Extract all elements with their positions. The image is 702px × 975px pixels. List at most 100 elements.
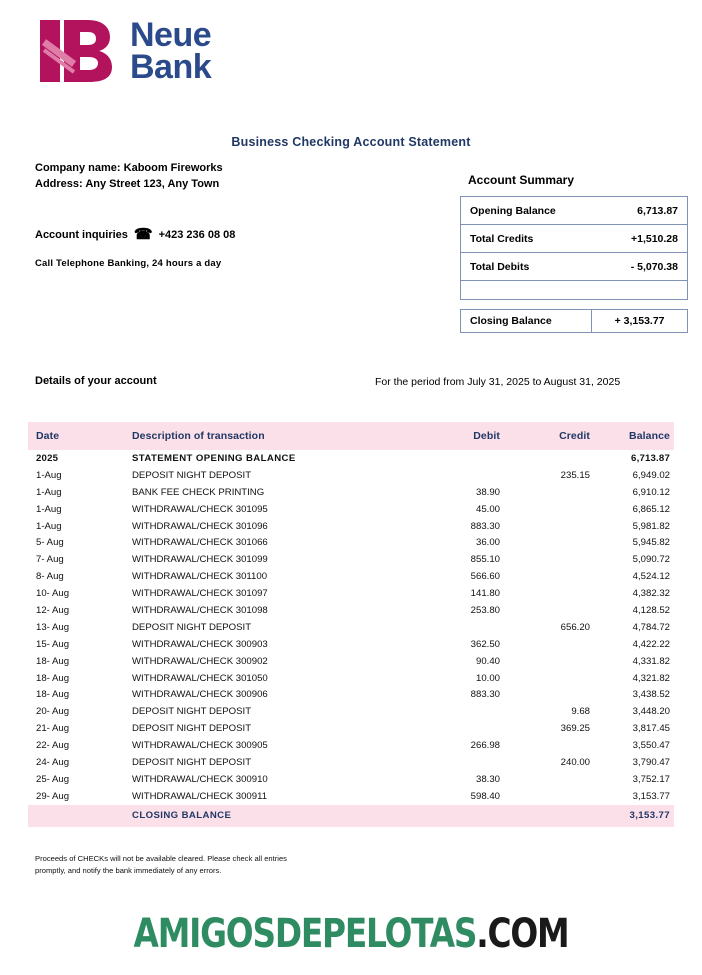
table-header-row: Date Description of transaction Debit Cr… (28, 422, 674, 450)
cell-balance: 4,784.72 (632, 621, 670, 633)
cell-date: 20- Aug (36, 706, 70, 718)
telephone-banking-note: Call Telephone Banking, 24 hours a day (35, 258, 222, 269)
watermark-name: AMIGOSDEPELOTAS (133, 911, 478, 957)
cell-date (28, 804, 128, 827)
cell-debit (394, 720, 504, 737)
cell-credit (504, 484, 594, 501)
cell-date: 13- Aug (36, 621, 70, 633)
closing-balance-row: CLOSING BALANCE 3,153.77 (28, 804, 674, 827)
cell-debit (394, 619, 504, 636)
cell-credit (504, 788, 594, 805)
summary-row-opening-balance: Opening Balance 6,713.87 (461, 197, 687, 225)
watermark-tld: .COM (476, 911, 569, 957)
cell-date: 1-Aug (36, 520, 62, 532)
cell-debit (394, 804, 504, 827)
table-row: 13- Aug DEPOSIT NIGHT DEPOSIT 656.20 4,784.… (28, 619, 674, 636)
cell-description: WITHDRAWAL/CHECK 301100 (132, 571, 268, 583)
address-line: Address: Any Street 123, Any Town (35, 177, 220, 190)
footer-disclaimer: Proceeds of CHECKs will not be available… (35, 854, 287, 875)
cell-date: 22- Aug (36, 740, 70, 752)
cell-date: 24- Aug (36, 756, 70, 768)
cell-balance: 3,790.47 (632, 756, 670, 768)
cell-debit: 883.30 (470, 689, 500, 701)
table-row: 24- Aug DEPOSIT NIGHT DEPOSIT 240.00 3,790.… (28, 754, 674, 771)
table-row: 12- Aug WITHDRAWAL/CHECK 301098 253.80 4,12… (28, 602, 674, 619)
cell-balance: 4,382.32 (632, 588, 670, 600)
cell-description: WITHDRAWAL/CHECK 301095 (132, 503, 268, 515)
cell-debit: 36.00 (475, 537, 500, 549)
cell-balance: 4,524.12 (632, 571, 670, 583)
table-row: 18- Aug WITHDRAWAL/CHECK 301050 10.00 4,321… (28, 670, 674, 687)
cell-credit: 9.68 (571, 706, 590, 718)
table-row: 5- Aug WITHDRAWAL/CHECK 301066 36.00 5,945.… (28, 534, 674, 551)
cell-date: 15- Aug (36, 638, 70, 650)
summary-row-total-debits: Total Debits - 5,070.38 (461, 253, 687, 281)
cell-date: 21- Aug (36, 723, 70, 735)
cell-date: 1-Aug (36, 486, 62, 498)
column-header-credit: Credit (504, 422, 594, 450)
closing-balance-label: Closing Balance (461, 310, 593, 332)
summary-value: 6,713.87 (637, 204, 678, 217)
table-row: 29- Aug WITHDRAWAL/CHECK 300911 598.40 3,15… (28, 788, 674, 805)
cell-debit: 266.98 (470, 740, 500, 752)
cell-description: WITHDRAWAL/CHECK 300902 (132, 655, 268, 667)
statement-period: For the period from July 31, 2025 to Aug… (375, 376, 621, 388)
cell-credit (504, 602, 594, 619)
table-row: 1-Aug WITHDRAWAL/CHECK 301096 883.30 5,981.… (28, 518, 674, 535)
cell-date: 18- Aug (36, 655, 70, 667)
account-holder-info: Company name: Kaboom Fireworks Address: … (35, 161, 223, 192)
cell-debit: 38.30 (475, 773, 500, 785)
closing-balance-box: Closing Balance + 3,153.77 (460, 309, 688, 333)
table-row: 25- Aug WITHDRAWAL/CHECK 300910 38.30 3,752… (28, 771, 674, 788)
site-watermark: AMIGOSDEPELOTAS.COM (63, 911, 639, 957)
cell-balance: 5,981.82 (632, 520, 670, 532)
cell-credit (504, 771, 594, 788)
cell-balance: 6,949.02 (632, 469, 670, 481)
table-row: 8- Aug WITHDRAWAL/CHECK 301100 566.60 4,524… (28, 568, 674, 585)
bank-logo-mark (40, 20, 112, 82)
cell-debit: 566.60 (470, 571, 500, 583)
details-heading: Details of your account (35, 375, 157, 387)
cell-credit (504, 636, 594, 653)
cell-debit (394, 450, 504, 467)
cell-balance: 3,153.77 (594, 804, 674, 827)
cell-balance: 3,448.20 (632, 706, 670, 718)
cell-credit: 240.00 (560, 756, 590, 768)
cell-description: WITHDRAWAL/CHECK 301098 (132, 604, 268, 616)
summary-value: +1,510.28 (630, 232, 678, 245)
cell-balance: 6,713.87 (631, 452, 670, 464)
bank-name: Neue Bank (130, 18, 212, 85)
table-row: 18- Aug WITHDRAWAL/CHECK 300902 90.40 4,331… (28, 653, 674, 670)
cell-credit (504, 568, 594, 585)
cell-description: DEPOSIT NIGHT DEPOSIT (132, 621, 252, 633)
table-row: 15- Aug WITHDRAWAL/CHECK 300903 362.50 4,42… (28, 636, 674, 653)
summary-value: - 5,070.38 (630, 260, 678, 273)
cell-date: 12- Aug (36, 604, 70, 616)
cell-description: WITHDRAWAL/CHECK 300910 (132, 773, 268, 785)
cell-credit (504, 804, 594, 827)
cell-balance: 3,550.47 (632, 740, 670, 752)
cell-date: 1-Aug (36, 503, 62, 515)
cell-balance: 6,865.12 (632, 503, 670, 515)
cell-description: WITHDRAWAL/CHECK 301050 (132, 672, 268, 684)
cell-description: BANK FEE CHECK PRINTING (132, 486, 265, 498)
table-row: 22- Aug WITHDRAWAL/CHECK 300905 266.98 3,55… (28, 737, 674, 754)
cell-credit (504, 534, 594, 551)
cell-balance: 5,945.82 (632, 537, 670, 549)
cell-credit (504, 737, 594, 754)
cell-description: STATEMENT OPENING BALANCE (132, 452, 296, 464)
cell-balance: 4,331.82 (632, 655, 670, 667)
column-header-debit: Debit (394, 422, 504, 450)
cell-balance: 5,090.72 (632, 554, 670, 566)
cell-description: WITHDRAWAL/CHECK 300905 (132, 740, 268, 752)
cell-debit: 855.10 (470, 554, 500, 566)
cell-credit (504, 501, 594, 518)
page-title: Business Checking Account Statement (231, 135, 471, 149)
cell-debit: 10.00 (475, 672, 500, 684)
cell-balance: 3,752.17 (632, 773, 670, 785)
cell-description: CLOSING BALANCE (128, 804, 394, 827)
column-header-description: Description of transaction (128, 422, 394, 450)
table-row: 1-Aug DEPOSIT NIGHT DEPOSIT 235.15 6,949.02 (28, 467, 674, 484)
table-row: 2025 STATEMENT OPENING BALANCE 6,713.87 (28, 450, 674, 467)
cell-date: 18- Aug (36, 689, 70, 701)
